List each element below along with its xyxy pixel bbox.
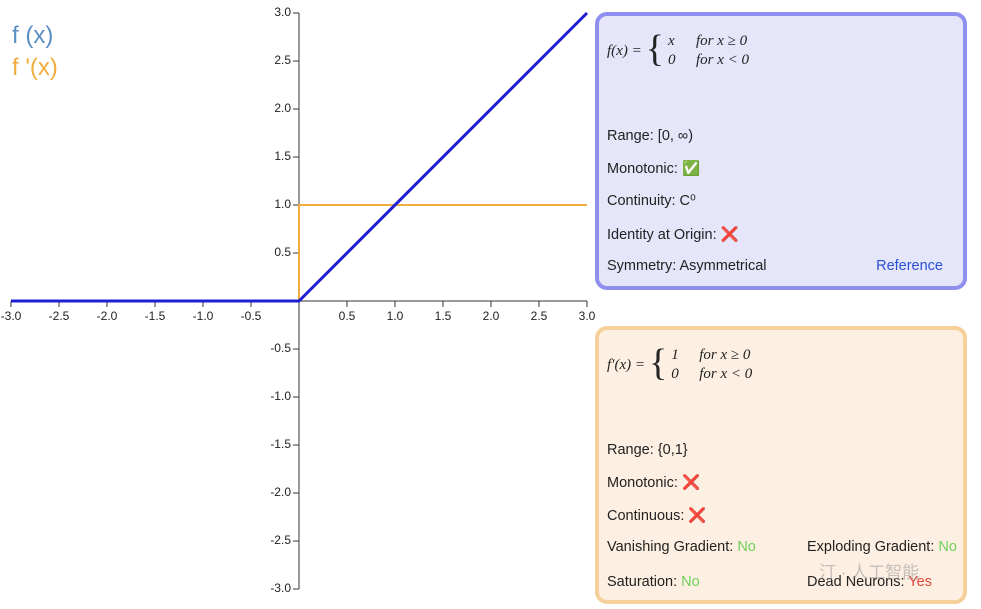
formula-lhs: f′(x) =: [607, 356, 645, 373]
brace: {: [648, 342, 668, 384]
y-tick-label: -1.5: [270, 437, 291, 451]
y-tick-label: 0.5: [274, 245, 291, 259]
function-panel: f(x) = { x for x ≥ 0 0 for x < 0 Range: [0…: [595, 12, 967, 290]
x-tick-label: 0.5: [339, 309, 356, 323]
derivative-panel: f′(x) = { 1 for x ≥ 0 0 for x < 0 Range: {…: [595, 326, 967, 604]
flag-value: No: [737, 539, 756, 555]
flag-label: Vanishing Gradient:: [607, 539, 734, 555]
y-tick-label: -2.5: [270, 533, 291, 547]
flag-value: No: [938, 539, 957, 555]
case-value: x: [667, 33, 675, 49]
y-tick-label: -2.0: [270, 485, 291, 499]
series-line: [11, 11, 589, 303]
y-tick-label: 3.0: [274, 5, 291, 19]
y-tick-label: 2.5: [274, 53, 291, 67]
y-tick-label: 1.5: [274, 149, 291, 163]
case-condition: for x < 0: [695, 52, 749, 68]
property: Symmetry: Asymmetrical: [607, 258, 767, 274]
property: Range: [0, ∞): [607, 128, 694, 144]
x-tick-label: 1.0: [387, 309, 404, 323]
property: Monotonic: ✅: [607, 161, 701, 177]
case-value: 1: [671, 347, 679, 363]
x-tick-label: 2.0: [483, 309, 500, 323]
flag: Dead Neurons: Yes: [807, 574, 932, 590]
y-tick-label: -1.0: [270, 389, 291, 403]
case-condition: for x < 0: [699, 366, 753, 382]
formula: f′(x) = { 1 for x ≥ 0 0 for x < 0: [607, 342, 753, 384]
x-tick-label: -2.5: [49, 309, 70, 323]
reference-link[interactable]: Reference: [876, 258, 943, 274]
x-tick-label: -1.0: [193, 309, 214, 323]
y-tick-label: 2.0: [274, 101, 291, 115]
formula-lhs: f(x) =: [607, 42, 642, 59]
case-condition: for x ≥ 0: [699, 347, 751, 363]
property: Monotonic: ❌: [607, 475, 701, 491]
y-tick-label: -0.5: [270, 341, 291, 355]
flag: Vanishing Gradient: No: [607, 539, 756, 555]
flag: Exploding Gradient: No: [807, 539, 957, 555]
x-tick-label: -3.0: [1, 309, 22, 323]
case-condition: for x ≥ 0: [695, 33, 748, 49]
formula: f(x) = { x for x ≥ 0 0 for x < 0: [607, 28, 749, 70]
x-tick-label: -2.0: [97, 309, 118, 323]
legend-entry: f (x): [12, 22, 54, 49]
x-tick-label: -1.5: [145, 309, 166, 323]
watermark: 汀 · 人工智能: [819, 563, 920, 582]
case-value: 0: [667, 52, 676, 68]
x-tick-label: 3.0: [579, 309, 596, 323]
y-tick-label: -3.0: [270, 581, 291, 595]
flag-value: Yes: [908, 574, 932, 590]
series-line: [11, 204, 587, 302]
y-tick-label: 1.0: [274, 197, 291, 211]
case-value: 0: [671, 366, 679, 382]
property: Continuous: ❌: [607, 508, 707, 524]
flag: Saturation: No: [607, 574, 700, 590]
x-tick-label: 1.5: [435, 309, 452, 323]
property: Continuity: C⁰: [607, 193, 696, 209]
x-tick-label: -0.5: [241, 309, 262, 323]
property: Range: {0,1}: [607, 442, 688, 458]
legend-entry: f '(x): [12, 54, 58, 81]
property: Identity at Origin: ❌: [607, 227, 739, 243]
flag-label: Exploding Gradient:: [807, 539, 935, 555]
flag-label: Saturation:: [607, 574, 678, 590]
flag-label: Dead Neurons:: [807, 574, 905, 590]
brace: {: [645, 28, 664, 70]
flag-value: No: [681, 574, 700, 590]
x-tick-label: 2.5: [531, 309, 548, 323]
